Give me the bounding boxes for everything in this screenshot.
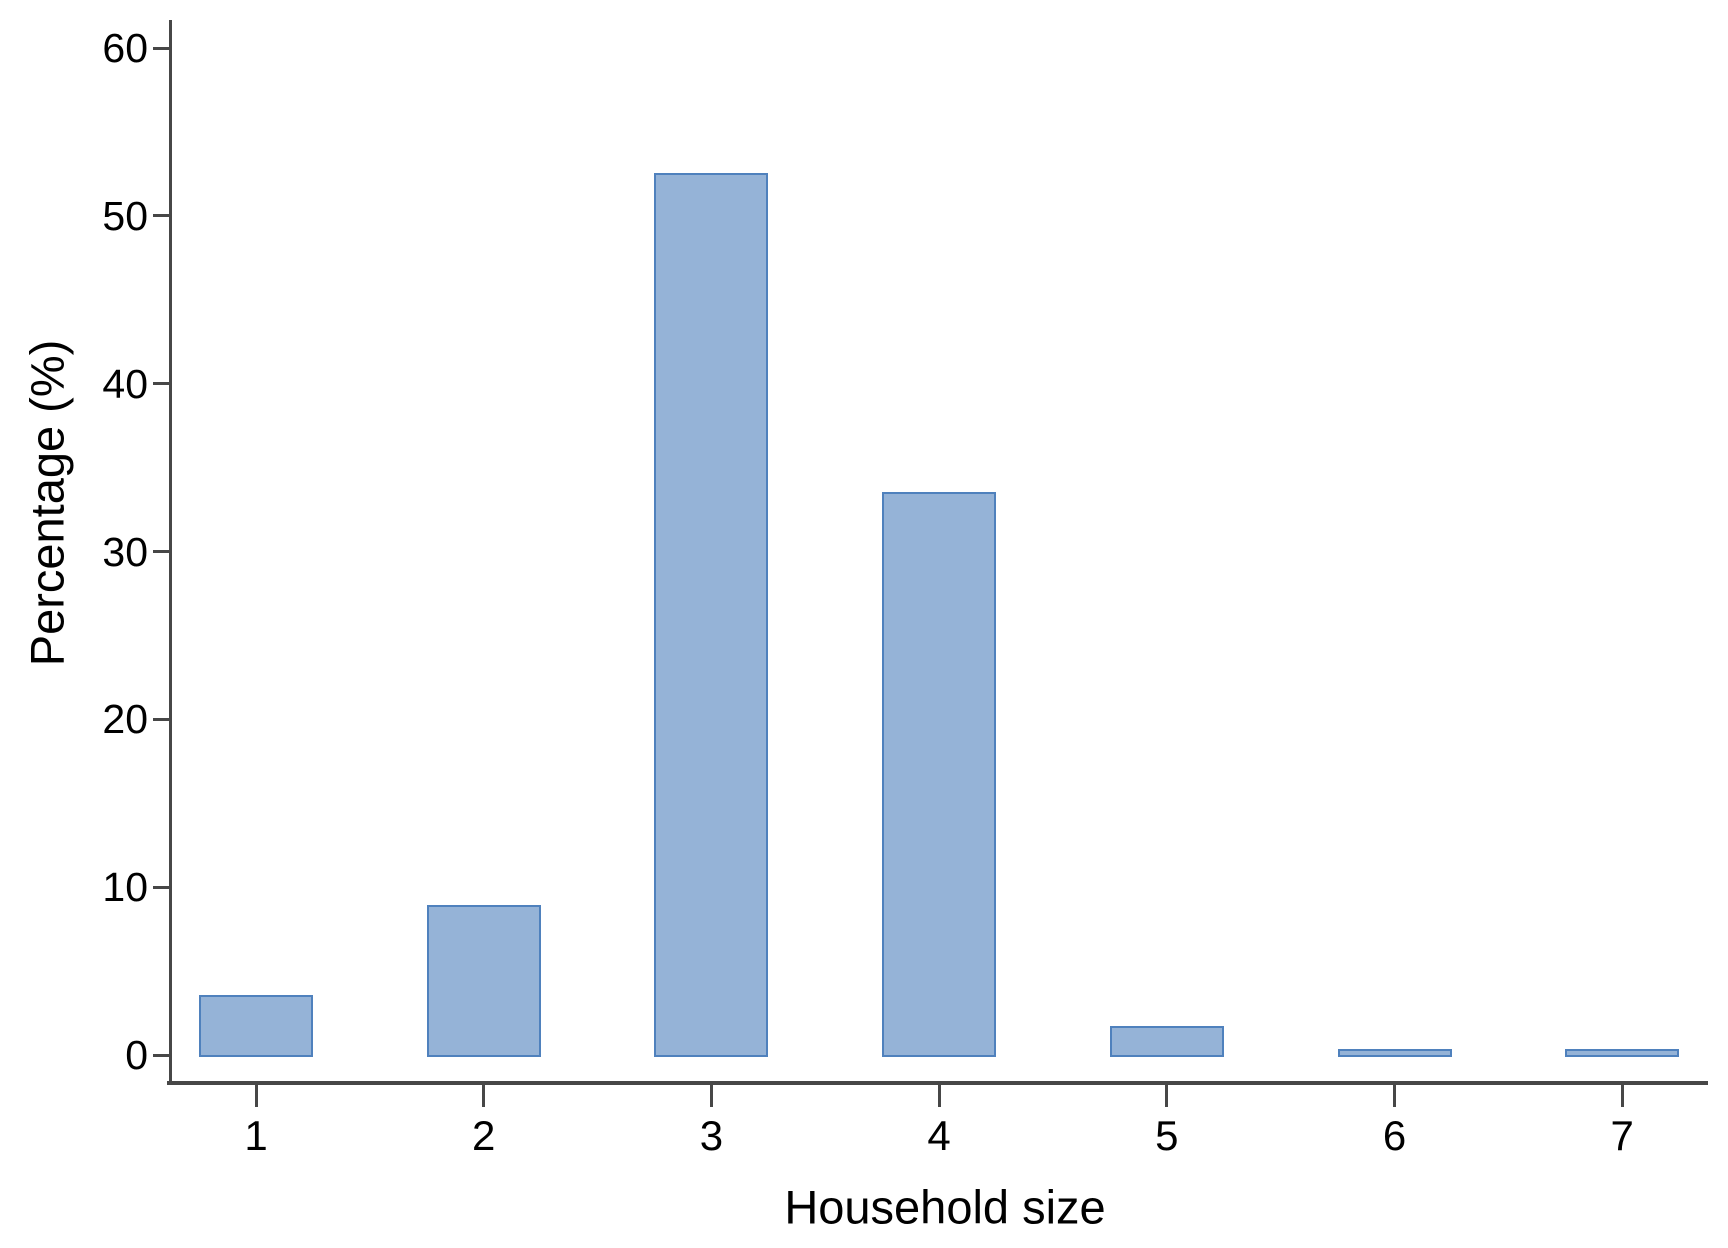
y-tick-mark-50: [153, 214, 170, 218]
y-axis-title: Percentage (%): [20, 339, 74, 667]
bar-household-size-6: [1337, 1049, 1452, 1058]
y-tick-mark-60: [153, 46, 170, 50]
y-tick-label-40: 40: [102, 360, 148, 407]
x-axis-line: [167, 1081, 1708, 1085]
bar-household-size-4: [882, 491, 997, 1058]
x-tick-label-7: 7: [1610, 1112, 1634, 1159]
y-tick-label-60: 60: [102, 25, 148, 72]
bar-household-size-7: [1565, 1049, 1680, 1058]
bar-household-size-2: [426, 904, 541, 1058]
bar-household-size-1: [199, 995, 313, 1058]
x-tick-mark-3: [709, 1085, 713, 1107]
y-tick-mark-20: [153, 717, 170, 721]
y-tick-label-10: 10: [102, 864, 148, 911]
x-tick-label-5: 5: [1155, 1112, 1179, 1159]
x-tick-label-3: 3: [699, 1112, 724, 1159]
x-tick-mark-7: [1620, 1085, 1624, 1107]
y-tick-mark-40: [153, 382, 170, 386]
y-tick-label-0: 0: [125, 1032, 148, 1078]
y-tick-label-50: 50: [102, 192, 148, 239]
x-tick-label-1: 1: [244, 1112, 268, 1159]
x-tick-label-2: 2: [472, 1112, 496, 1159]
x-tick-mark-1: [254, 1085, 258, 1107]
x-tick-mark-5: [1165, 1085, 1169, 1107]
y-tick-label-30: 30: [102, 528, 148, 575]
x-tick-label-4: 4: [927, 1112, 951, 1159]
x-axis-title: Household size: [784, 1180, 1106, 1234]
x-tick-mark-2: [482, 1085, 486, 1107]
x-tick-label-6: 6: [1382, 1112, 1407, 1159]
x-tick-mark-4: [937, 1085, 941, 1107]
bar-household-size-3: [654, 173, 769, 1058]
x-tick-mark-6: [1393, 1085, 1396, 1107]
bar-household-size-5: [1109, 1025, 1224, 1058]
y-tick-mark-0: [153, 1053, 170, 1057]
y-tick-mark-30: [153, 550, 170, 553]
y-tick-mark-10: [153, 885, 170, 889]
y-axis-line: [169, 20, 172, 1085]
y-tick-label-20: 20: [102, 696, 148, 743]
